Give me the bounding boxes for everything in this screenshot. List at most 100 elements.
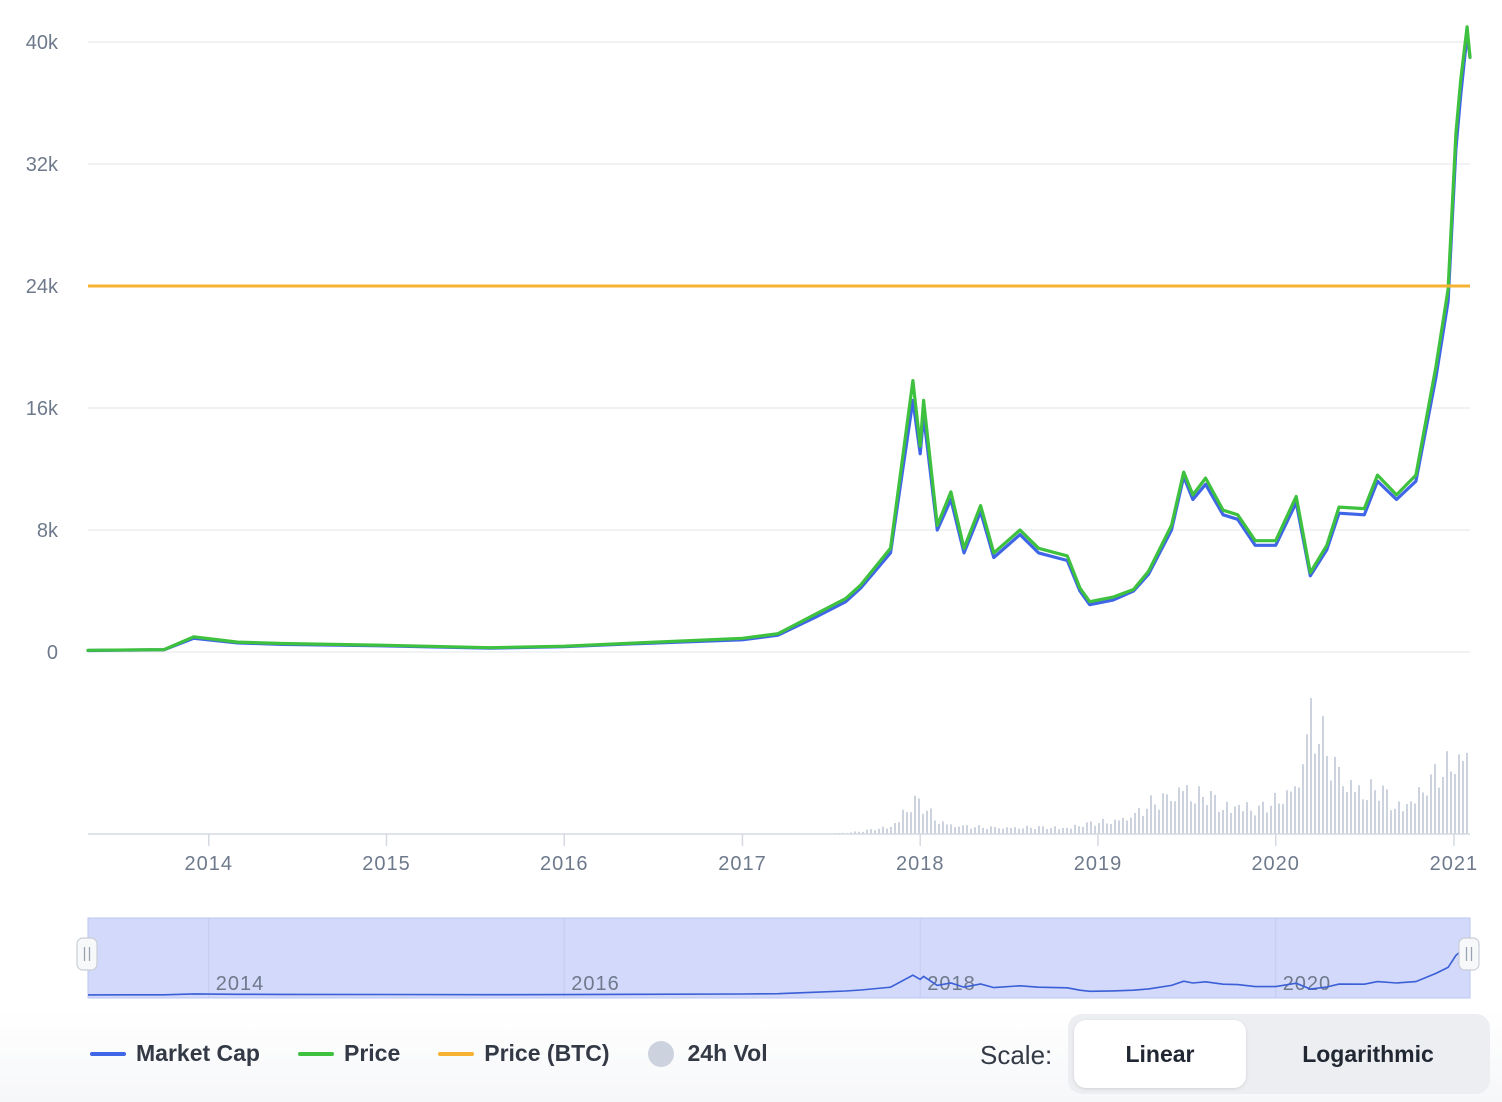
volume-bar (1242, 811, 1244, 834)
volume-bar (1370, 779, 1372, 834)
volume-bar (1458, 754, 1460, 834)
legend-item-price-btc[interactable]: Price (BTC) (438, 1040, 610, 1067)
y-tick-label: 24k (26, 276, 59, 298)
volume-bar (1434, 763, 1436, 834)
volume-bar (1278, 803, 1280, 834)
volume-bar (1138, 808, 1140, 834)
volume-bar (1002, 828, 1004, 834)
volume-bar (1254, 815, 1256, 834)
volume-bar (1082, 826, 1084, 834)
volume-bar (1310, 698, 1312, 834)
volume-bar (1042, 826, 1044, 834)
volume-bar (1142, 815, 1144, 834)
volume-bar (1186, 785, 1188, 834)
volume-bar (1314, 753, 1316, 834)
handle-grip[interactable] (76, 937, 98, 971)
market-cap-line-swatch (90, 1051, 126, 1056)
series-lines (86, 25, 1472, 653)
volume-bar (1158, 809, 1160, 834)
volume-bar (1102, 818, 1104, 834)
volume-bar (914, 795, 916, 834)
volume-bar (898, 822, 900, 834)
volume-bar (1230, 812, 1232, 834)
volume-bar (1442, 777, 1444, 834)
volume-bar (1018, 828, 1020, 834)
volume-bar (1438, 787, 1440, 834)
volume-bar (1266, 812, 1268, 834)
volume-bar (1286, 790, 1288, 834)
volume-bar (934, 820, 936, 834)
volume-bar (1162, 793, 1164, 834)
handle-grip[interactable] (1458, 937, 1480, 971)
volume-bar (1346, 791, 1348, 834)
volume-bar (982, 827, 984, 834)
volume-bar (1450, 771, 1452, 834)
volume-bar (1194, 803, 1196, 834)
volume-bar (1306, 734, 1308, 834)
volume-bar (1390, 810, 1392, 834)
volume-bar (1114, 819, 1116, 834)
volume-bar (986, 829, 988, 834)
navigator-left-handle[interactable] (76, 937, 98, 971)
scale-linear-button[interactable]: Linear (1074, 1020, 1246, 1088)
volume-bar (1454, 773, 1456, 834)
volume-bar (1466, 752, 1468, 834)
volume-bar (946, 824, 948, 834)
volume-bar (1398, 801, 1400, 834)
legend-item-24h-vol[interactable]: 24h Vol (647, 1040, 768, 1067)
volume-bar (978, 825, 980, 834)
legend-item-market-cap[interactable]: Market Cap (90, 1040, 260, 1067)
volume-bar (1066, 827, 1068, 834)
volume-bar (1322, 715, 1324, 834)
volume-bar (1290, 791, 1292, 834)
legend-item-price[interactable]: Price (297, 1040, 400, 1067)
volume-bar (1122, 817, 1124, 834)
volume-bar (906, 812, 908, 834)
volume-bar (1098, 823, 1100, 834)
volume-bar (1014, 827, 1016, 834)
volume-dot-swatch (647, 1040, 674, 1067)
volume-bar (1406, 804, 1408, 834)
volume-bar (1130, 817, 1132, 834)
volume-bar (970, 828, 972, 834)
volume-bar (1250, 810, 1252, 834)
volume-bar (1030, 827, 1032, 834)
volume-bar (1270, 805, 1272, 834)
volume-bar (890, 826, 892, 834)
volume-bar (1038, 826, 1040, 834)
volume-bar (1026, 825, 1028, 834)
volume-bar (1410, 801, 1412, 834)
volume-bar (1126, 820, 1128, 834)
volume-bar (966, 825, 968, 834)
y-tick-label: 8k (37, 520, 59, 542)
volume-bar (1166, 794, 1168, 834)
scale-logarithmic-button[interactable]: Logarithmic (1302, 1040, 1434, 1067)
x-tick-label: 2018 (896, 853, 945, 875)
legend-label: Price (BTC) (484, 1040, 610, 1066)
volume-bar (894, 823, 896, 834)
volume-bar (878, 828, 880, 834)
price-chart[interactable]: 0 8k 16k 24k 32k 40k 2014 2015 2016 2017 2018 2019… (0, 0, 1502, 1010)
volume-bar (854, 831, 856, 834)
volume-bar (1050, 828, 1052, 834)
volume-bar (1226, 801, 1228, 834)
price-line (86, 25, 1472, 652)
navigator[interactable]: 2014 2016 2018 2020 (76, 917, 1480, 999)
volume-bar (1218, 811, 1220, 834)
volume-bar (1422, 792, 1424, 834)
x-tick-label: 2021 (1430, 853, 1479, 875)
volume-bar (1118, 820, 1120, 834)
volume-bar (1078, 826, 1080, 834)
volume-bar (1302, 764, 1304, 834)
legend: Market Cap Price Price (BTC) 24h Vol (90, 1040, 806, 1067)
volume-bar (874, 830, 876, 834)
x-tick-label: 2017 (718, 853, 767, 875)
volume-bar (1006, 827, 1008, 834)
price-line-swatch (297, 1051, 334, 1056)
volume-bar (974, 827, 976, 834)
volume-bar (1386, 789, 1388, 834)
navigator-right-handle[interactable] (1458, 937, 1480, 971)
volume-bars (830, 698, 1468, 834)
volume-bar (1402, 811, 1404, 834)
volume-bar (1074, 824, 1076, 834)
